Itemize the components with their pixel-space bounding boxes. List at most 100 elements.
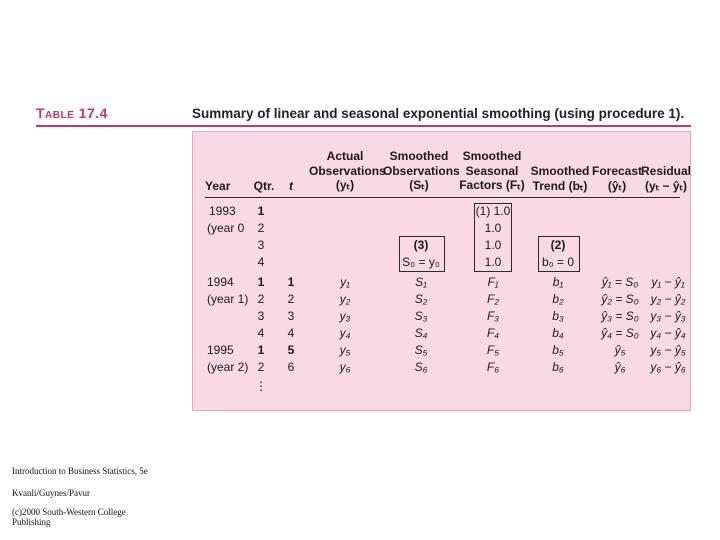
header-actual-line3: (yₜ) <box>335 178 355 192</box>
seasonal-init-box <box>474 203 512 272</box>
header-qtr: Qtr. <box>253 179 275 193</box>
cell-t: 2 <box>287 292 295 306</box>
footer-authors: Kvanli/Guynes/Pavur <box>12 488 90 498</box>
init-qtr-1: 1 <box>257 204 265 218</box>
header-actual-line1: Actual <box>326 149 364 163</box>
ellipsis: ⋮ <box>255 379 267 393</box>
cell-smoothed: S₄ <box>414 326 428 340</box>
cell-forecast: ŷ₂ = S₀ <box>601 292 639 306</box>
init-seasonal-3: 1.0 <box>484 238 502 252</box>
cell-actual: y₃ <box>339 309 351 323</box>
cell-qtr: 2 <box>257 360 265 374</box>
init-seasonal-4: 1.0 <box>484 255 502 269</box>
header-forecast-line1: Forecast <box>591 164 643 178</box>
header-smoothed-line3: (Sₜ) <box>409 178 429 192</box>
cell-year: 1994 <box>207 275 234 289</box>
header-actual-line2: Observations <box>309 163 386 178</box>
cell-seasonal: F₃ <box>486 309 500 323</box>
header-rule <box>205 197 680 198</box>
cell-actual: y₁ <box>340 275 350 289</box>
header-year: Year <box>205 179 231 193</box>
cell-year: (year 2) <box>207 360 249 374</box>
header-seasonal: Smoothed Seasonal Factors (Fₜ) <box>457 149 527 193</box>
header-smoothed-line2: Observations <box>383 163 460 178</box>
init-qtr-3: 3 <box>257 238 265 252</box>
cell-forecast: ŷ₅ <box>614 343 626 357</box>
header-actual: Actual Observations (yₜ) <box>309 149 386 193</box>
cell-seasonal: F₆ <box>486 360 500 374</box>
cell-smoothed: S₃ <box>414 309 428 323</box>
cell-actual: y₅ <box>339 343 351 357</box>
table-panel: Year Qtr. t Actual Observations (yₜ) Smo… <box>192 131 691 411</box>
cell-seasonal: F₄ <box>486 326 500 340</box>
header-forecast-line2: (ŷₜ) <box>607 178 627 193</box>
title-rule <box>36 125 691 127</box>
cell-forecast: ŷ₃ = S₀ <box>601 309 639 323</box>
header-seasonal-line2: Seasonal <box>465 163 519 178</box>
header-seasonal-line1: Smoothed <box>462 149 522 163</box>
header-smoothed: Smoothed Observations (Sₜ) <box>383 149 460 193</box>
cell-qtr: 3 <box>257 309 265 323</box>
cell-residual: y₅ − ŷ₅ <box>650 343 686 357</box>
cell-smoothed: S₅ <box>414 343 428 357</box>
footer-publisher: Publishing <box>12 517 51 527</box>
table-title: Summary of linear and seasonal exponenti… <box>192 106 685 121</box>
cell-seasonal: F₂ <box>487 292 499 306</box>
cell-trend: b₄ <box>552 326 564 340</box>
header-trend-line1: Smoothed <box>530 164 590 178</box>
header-residual-line1: Residual <box>641 164 692 178</box>
header-seasonal-line3: Factors (Fₜ) <box>459 178 525 192</box>
init-box3-value: S₀ = y₀ <box>402 255 440 269</box>
cell-year: 1995 <box>207 343 234 357</box>
cell-t: 5 <box>287 343 295 357</box>
cell-trend: b₂ <box>552 292 564 306</box>
cell-t: 4 <box>287 326 295 340</box>
cell-qtr: 1 <box>257 275 265 289</box>
init-year-label: (year 0 <box>207 221 245 235</box>
cell-seasonal: F₅ <box>486 343 500 357</box>
cell-qtr: 4 <box>257 326 265 340</box>
init-qtr-2: 2 <box>257 221 265 235</box>
init-qtr-4: 4 <box>257 255 265 269</box>
cell-trend: b₃ <box>552 309 564 323</box>
init-box3-label: (3) <box>413 238 429 252</box>
init-seasonal-2: 1.0 <box>484 221 502 235</box>
table-number: Table 17.4 <box>36 105 108 121</box>
trend-init-box <box>538 236 580 272</box>
footer-copyright: (c)2000 South-Western College <box>12 507 126 517</box>
cell-residual: y₂ − ŷ₂ <box>650 292 686 306</box>
cell-forecast: ŷ₄ = S₀ <box>601 326 639 340</box>
init-box2-value: b₀ = 0 <box>541 255 574 269</box>
cell-trend: b₁ <box>552 275 564 289</box>
cell-actual: y₂ <box>339 292 351 306</box>
cell-actual: y₆ <box>339 360 351 374</box>
cell-trend: b₅ <box>552 343 564 357</box>
cell-qtr: 2 <box>257 292 265 306</box>
cell-t: 6 <box>287 360 295 374</box>
init-year: 1993 <box>209 204 236 218</box>
cell-trend: b₆ <box>552 360 564 374</box>
header-trend-line2: Trend (bₜ) <box>532 178 588 193</box>
cell-seasonal: F₁ <box>487 275 499 289</box>
header-residual-line2: (yₜ − ŷₜ) <box>644 178 688 193</box>
footer-book-title: Introduction to Business Statistics, 5e <box>12 466 148 476</box>
cell-residual: y₁ − ŷ₁ <box>651 275 685 289</box>
cell-t: 1 <box>287 275 295 289</box>
header-smoothed-line1: Smoothed <box>389 149 449 163</box>
cell-residual: y₆ − ŷ₆ <box>650 360 686 374</box>
header-trend: Smoothed Trend (bₜ) <box>529 164 591 193</box>
cell-smoothed: S₁ <box>415 275 427 289</box>
cell-forecast: ŷ₁ = S₀ <box>601 275 639 289</box>
init-box2-label: (2) <box>550 238 566 252</box>
cell-forecast: ŷ₆ <box>614 360 626 374</box>
cell-smoothed: S₂ <box>414 292 428 306</box>
cell-residual: y₄ − ŷ₄ <box>650 326 686 340</box>
header-forecast: Forecast (ŷₜ) <box>591 164 643 193</box>
init-seasonal-1: (1) 1.0 <box>475 204 511 218</box>
cell-qtr: 1 <box>257 343 265 357</box>
cell-t: 3 <box>287 309 295 323</box>
cell-residual: y₃ − ŷ₃ <box>650 309 686 323</box>
cell-actual: y₄ <box>339 326 351 340</box>
cell-smoothed: S₆ <box>414 360 428 374</box>
smoothed-init-box <box>399 236 445 272</box>
